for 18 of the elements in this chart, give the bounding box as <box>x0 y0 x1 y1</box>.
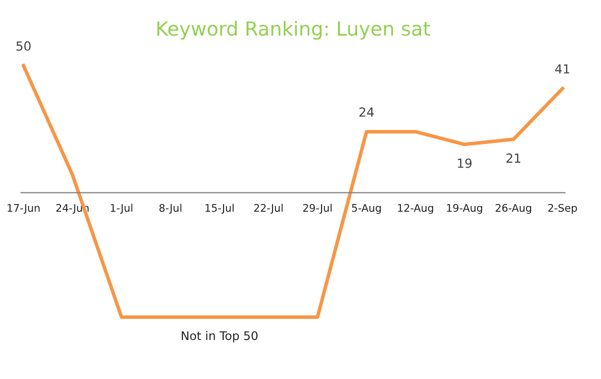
data-label: 41 <box>555 64 570 74</box>
x-tick-label: 5-Aug <box>352 204 381 214</box>
x-tick-label: 26-Aug <box>496 204 532 214</box>
annotation: Not in Top 50 <box>182 331 258 342</box>
data-label: 50 <box>16 41 31 51</box>
x-tick-label: 2-Sep <box>548 204 577 214</box>
data-label: 21 <box>506 153 520 163</box>
x-tick-label: 17-Jun <box>8 204 40 214</box>
data-label: 19 <box>458 158 472 168</box>
x-tick-label: 1-Jul <box>110 204 132 214</box>
x-tick-label: 15-Jul <box>206 204 234 214</box>
x-tick-label: 29-Jul <box>303 204 332 214</box>
x-tick-label: 8-Jul <box>159 204 182 214</box>
x-tick-label: 19-Aug <box>447 204 482 214</box>
x-tick-label: 12-Aug <box>398 204 434 214</box>
chart-title: Keyword Ranking: Luyen sat <box>157 20 430 40</box>
data-label: 24 <box>359 107 374 117</box>
x-tick-label: 22-Jul <box>254 204 283 214</box>
